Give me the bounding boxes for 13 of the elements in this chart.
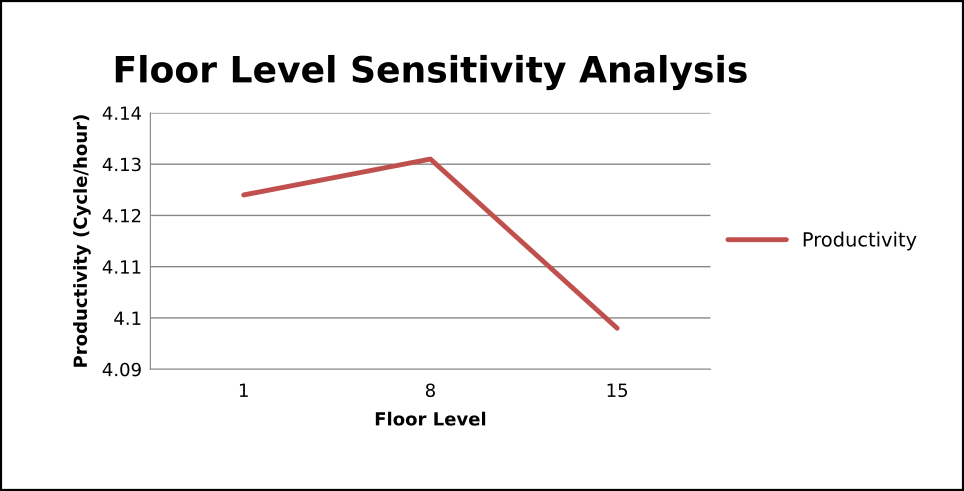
legend-label: Productivity bbox=[804, 232, 917, 250]
y-axis-title: Productivity (Cycle/hour) bbox=[73, 115, 91, 367]
y-tick-label: 4.09 bbox=[102, 362, 141, 376]
y-tick-label: 4.1 bbox=[114, 312, 140, 325]
y-tick-label: 4.12 bbox=[102, 208, 140, 222]
x-tick-label: 15 bbox=[608, 384, 628, 398]
x-tick-label: 1 bbox=[240, 384, 248, 397]
y-tick-label: 4.14 bbox=[102, 106, 142, 120]
x-axis-title: Floor Level bbox=[376, 412, 486, 426]
x-tick-label: 8 bbox=[426, 383, 435, 398]
y-tick-label: 4.13 bbox=[102, 158, 141, 172]
y-tick-label: 4.11 bbox=[102, 260, 140, 274]
chart-title: Floor Level Sensitivity Analysis bbox=[116, 54, 747, 90]
